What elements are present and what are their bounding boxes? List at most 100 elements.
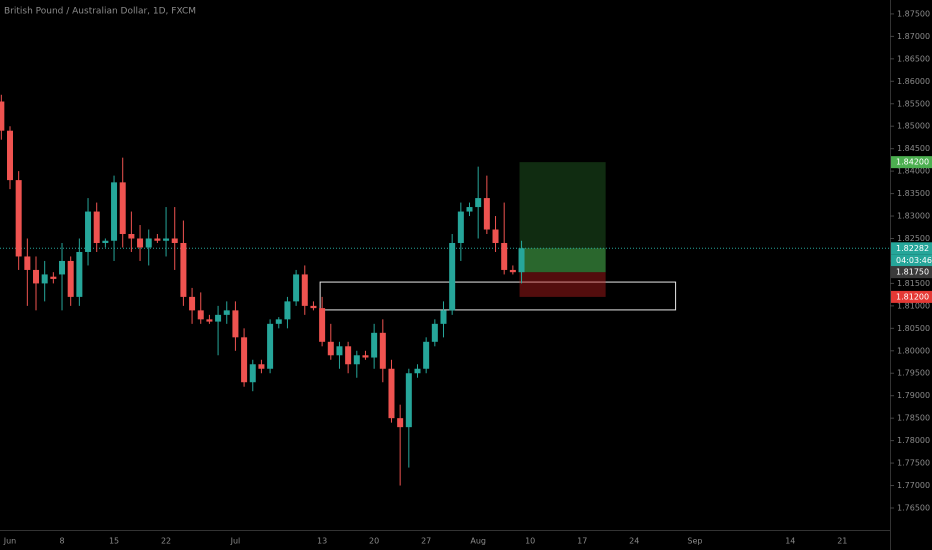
candle-body [223,310,230,315]
candle-body [180,242,187,297]
y-tick-label: 1.79500 [897,369,930,378]
countdown-bg [891,254,932,267]
candle-body [33,269,40,284]
x-tick-label: 24 [629,537,639,546]
y-tick-label: 1.78000 [897,436,930,445]
candle-body [336,346,343,356]
candle-body [206,319,213,322]
candle-body [483,198,490,230]
chart-title: British Pound / Australian Dollar, 1D, F… [4,7,196,17]
candle-body [76,251,83,297]
candle-body [431,323,438,342]
entry-tag: 1.81750 [896,268,929,277]
y-tick-label: 1.81000 [897,301,930,310]
candle-body [449,242,456,311]
candle-body [371,332,378,358]
candle-body [154,238,161,241]
x-tick-label: 17 [577,537,587,546]
y-tick-label: 1.87000 [897,32,930,41]
candle-body [137,238,144,248]
y-tick-label: 1.76500 [897,503,930,512]
candle-body [414,368,421,374]
x-tick-label: 22 [161,537,171,546]
y-tick-label: 1.79000 [897,391,930,400]
stop-area [519,272,606,297]
target-area [519,162,606,273]
y-tick-label: 1.86500 [897,54,930,63]
candle-body [189,296,196,311]
y-tick-label: 1.85500 [897,99,930,108]
candle-body [249,364,256,383]
candle-body [59,260,66,275]
candle-body [102,240,109,243]
x-tick-label: Jul [230,537,241,546]
candle-body [492,229,499,243]
candle-body [353,355,360,365]
candle-body [379,332,386,369]
x-tick-label: 15 [109,537,119,546]
candle-body [145,238,152,248]
candle-body [475,198,482,208]
candle-body [275,319,282,324]
y-tick-label: 1.77000 [897,481,930,490]
candle-body [509,269,516,273]
candle-body [319,308,326,342]
x-tick-label: 27 [421,537,431,546]
x-tick-label: Jun [3,537,17,546]
candle-body [241,337,248,383]
stop-tag: 1.81200 [896,292,929,301]
y-tick-label: 1.87500 [897,9,930,18]
y-tick-label: 1.80000 [897,346,930,355]
candle-body [93,211,100,243]
candle-body [310,305,317,309]
countdown: 04:03:46 [896,256,932,265]
x-tick-label: 8 [59,537,64,546]
candle-body [50,276,57,279]
candle-body [518,248,525,273]
y-tick-label: 1.78500 [897,414,930,423]
y-tick-label: 1.84000 [897,167,930,176]
candle-body [362,355,369,358]
candle-body [457,211,464,243]
candle-body [466,207,473,212]
candle-body [440,310,447,324]
candle-body [128,234,135,239]
candle-body [111,182,118,241]
candle-body [24,256,31,270]
y-tick-label: 1.86000 [897,77,930,86]
candle-body [501,242,508,270]
y-tick-label: 1.83500 [897,189,930,198]
target-tag: 1.84200 [896,158,929,167]
candle-body [119,182,126,235]
x-tick-label: 21 [837,537,847,546]
y-tick-label: 1.85000 [897,122,930,131]
open-profit-area [519,248,606,273]
candle-body [67,260,74,297]
target-tag-bg [891,156,932,169]
candle-body [171,238,178,243]
y-tick-label: 1.80500 [897,324,930,333]
candle-body [293,274,300,302]
candle-body [423,341,430,369]
y-tick-label: 1.83000 [897,212,930,221]
y-tick-label: 1.82500 [897,234,930,243]
candle-body [301,274,308,306]
candle-body [232,310,239,338]
candle-body [0,101,5,131]
entry-tag-bg [891,266,932,279]
candle-body [345,346,352,365]
candle-body [215,314,222,322]
y-tick-label: 1.84500 [897,144,930,153]
candle-body [284,301,291,320]
last-price-tag: 1.82282 [896,244,929,253]
x-tick-label: 13 [317,537,327,546]
last-price-tag-bg [891,242,932,255]
candle-body [15,180,22,257]
x-tick-label: 20 [369,537,379,546]
x-tick-label: 14 [785,537,795,546]
y-tick-label: 1.81500 [897,279,930,288]
candle-body [258,364,265,369]
